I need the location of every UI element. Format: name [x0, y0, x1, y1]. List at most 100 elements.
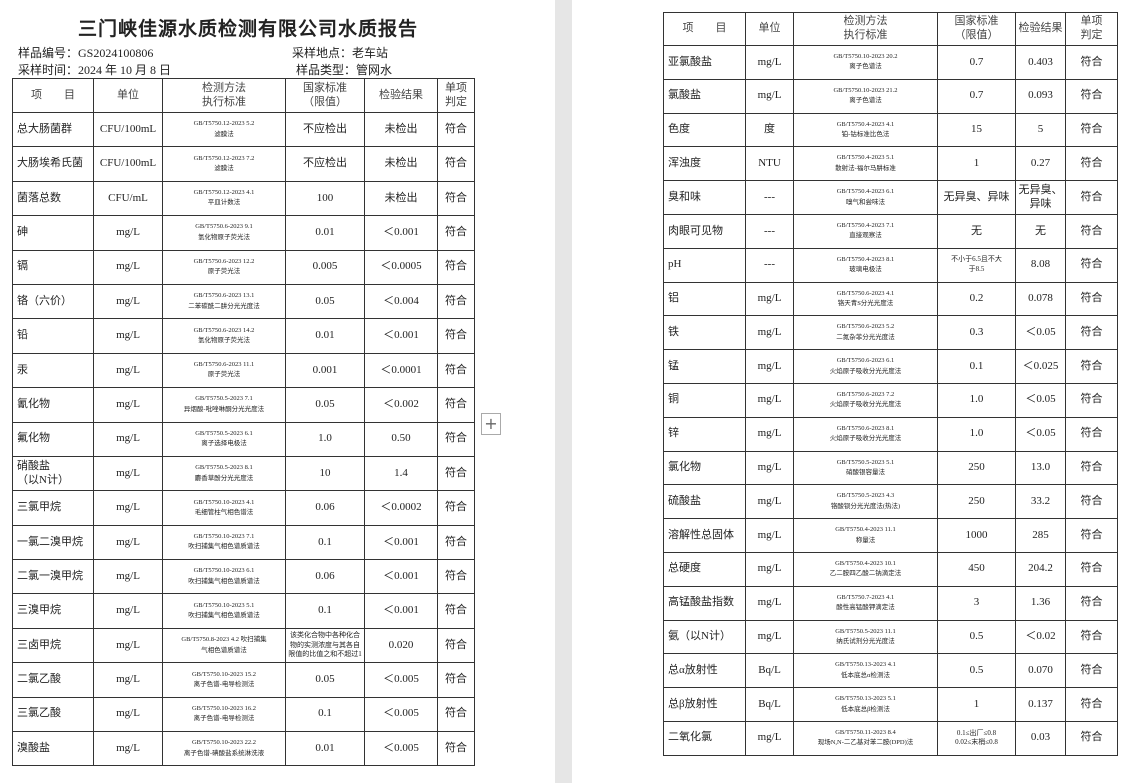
cell-text: 符合	[445, 741, 467, 754]
limit-cell: 不应检出	[285, 111, 365, 148]
cell-text: 二氧化氯	[668, 731, 712, 744]
cell-text: 符合	[445, 501, 467, 514]
cell-line: GB/T5750.4-2023 11.1	[835, 526, 896, 534]
unit-cell: mg/L	[745, 450, 794, 486]
unit-cell: CFU/100mL	[93, 146, 163, 182]
cell-text: 0.06	[315, 569, 335, 582]
cell-text: 0.7	[969, 89, 984, 102]
cell-text: ＜0.001	[383, 604, 419, 617]
verdict-cell: 符合	[437, 215, 475, 251]
verdict-cell: 符合	[437, 180, 475, 217]
result-cell: ＜0.002	[364, 387, 438, 423]
verdict-cell: 符合	[437, 490, 475, 526]
header-cell: 项 目	[663, 12, 746, 46]
method-cell: GB/T5750.5-2023 7.1 异烟酸-吡唑啉酮分光光度法	[162, 387, 286, 423]
verdict-cell: 符合	[1065, 247, 1118, 283]
cell-text: 单位	[758, 22, 781, 35]
cell-line: GB/T5750.6-2023 11.1	[193, 361, 255, 369]
header-cell: 检测方法 执行标准	[793, 12, 938, 46]
item-cell: 三氯甲烷	[12, 490, 94, 526]
result-cell: 0.020	[364, 627, 438, 664]
limit-cell: 0.1≤出厂≤0.8 0.02≤末梢≤0.8	[937, 720, 1016, 756]
unit-cell: mg/L	[745, 484, 794, 520]
cell-text: 0.03	[1030, 731, 1051, 744]
cell-text: 符合	[445, 122, 467, 135]
limit-cell: 0.7	[937, 78, 1016, 114]
result-cell: 13.0	[1015, 450, 1066, 486]
item-cell: 氰化物	[12, 387, 94, 423]
cell-text: 符合	[445, 707, 467, 720]
verdict-cell: 符合	[1065, 146, 1118, 182]
unit-cell: mg/L	[93, 215, 163, 251]
limit-cell: 250	[937, 484, 1016, 520]
method-cell: GB/T5750.6-2023 5.2 二氮杂菲分光光度法	[793, 315, 938, 351]
method-cell: GB/T5750.4-2023 11.1 称量法	[793, 518, 938, 553]
cell-text: 三氯甲烷	[17, 501, 61, 514]
cell-line: 离子色谱-电导检测法	[193, 680, 255, 688]
item-cell: 氯酸盐	[663, 78, 746, 114]
result-cell: ＜0.001	[364, 318, 438, 354]
table-row: 铝 mg/L GB/T5750.6-2023 4.1 铬天青S分光光度法 0.2 0.07…	[663, 281, 1118, 317]
result-cell: ＜0.0002	[364, 490, 438, 526]
cell-line: 玻璃电极法	[849, 266, 882, 274]
method-cell: GB/T5750.6-2023 13.1 二苯碳酰二肼分光光度法	[162, 283, 286, 320]
cell-text: 285	[1032, 528, 1049, 541]
cell-line: 检测方法	[202, 81, 246, 94]
cell-line: 二苯碳酰二肼分光光度法	[188, 302, 260, 310]
cell-text: mg/L	[757, 393, 782, 406]
limit-cell: 3	[937, 585, 1016, 621]
cell-text: 符合	[1080, 55, 1103, 68]
table-row: 三氯乙酸 mg/L GB/T5750.10-2023 16.2 离子色谱-电导检测法 0…	[12, 696, 475, 733]
limit-cell: 1	[937, 146, 1016, 182]
header-cell: 单位	[93, 78, 163, 113]
item-cell: 铜	[663, 382, 746, 418]
cell-line: 乙二胺四乙酸二钠滴定法	[829, 570, 902, 578]
verdict-cell: 符合	[1065, 281, 1118, 317]
unit-cell: 度	[745, 112, 794, 148]
cell-line: GB/T5750.10-2023 21.2	[833, 86, 898, 94]
table-row: 铬（六价） mg/L GB/T5750.6-2023 13.1 二苯碳酰二肼分光光度法…	[12, 283, 475, 320]
method-cell: GB/T5750.12-2023 7.2 滤膜法	[162, 146, 286, 182]
verdict-cell: 符合	[1065, 484, 1118, 520]
unit-cell: mg/L	[93, 731, 163, 767]
cell-text: 1.36	[1030, 596, 1051, 609]
cell-text: 符合	[1080, 562, 1103, 575]
table-row: 总α放射性 Bq/L GB/T5750.13-2023 4.1 低本底总α检测法 0.5…	[663, 653, 1118, 689]
limit-cell: 1000	[937, 518, 1016, 553]
result-cell: ＜0.004	[364, 283, 438, 320]
unit-cell: mg/L	[745, 416, 794, 452]
header-row: 项 目单位 检测方法 执行标准 国家标准 （限值） 检验结果 单项 判定	[12, 78, 475, 113]
item-cell: pH	[663, 247, 746, 283]
cell-text: 该类化合物中各种化合物的实测浓度与其各自限值的比值之和不超过1	[288, 630, 362, 659]
cell-text: 符合	[1080, 427, 1103, 440]
cell-text: 溴酸盐	[17, 741, 50, 754]
add-page-button[interactable]: +	[481, 413, 501, 435]
cell-text: 符合	[445, 397, 467, 410]
cell-text: mg/L	[116, 432, 140, 445]
cell-text: mg/L	[757, 630, 782, 643]
cell-text: 砷	[17, 225, 28, 238]
limit-cell: 450	[937, 551, 1016, 587]
item-cell: 肉眼可见物	[663, 213, 746, 249]
cell-line: 硝酸银容量法	[846, 468, 885, 476]
method-cell: GB/T5750.6-2023 11.1 原子荧光法	[162, 352, 286, 389]
item-cell: 砷	[12, 215, 94, 251]
table-row: 锰 mg/L GB/T5750.6-2023 6.1 火焰原子吸收分光光度法 0.1 ＜0…	[663, 349, 1118, 384]
cell-line: GB/T5750.6-2023 5.2	[836, 323, 895, 331]
cell-text: 总硬度	[668, 562, 701, 575]
limit-cell: 不小于6.5且不大 于8.5	[937, 247, 1016, 283]
cell-text: 0.50	[391, 432, 411, 445]
cell-text: 符合	[445, 157, 467, 170]
item-cell: 亚氯酸盐	[663, 45, 746, 80]
item-cell: 铝	[663, 281, 746, 317]
unit-cell: CFU/100mL	[93, 111, 163, 148]
method-cell: GB/T5750.4-2023 8.1 玻璃电极法	[793, 247, 938, 283]
table-row: 氯化物 mg/L GB/T5750.5-2023 5.1 硝酸银容量法 250 13.0 符…	[663, 450, 1118, 486]
cell-text: ＜0.005	[383, 707, 419, 720]
result-cell: ＜0.001	[364, 215, 438, 251]
limit-cell: 该类化合物中各种化合物的实测浓度与其各自限值的比值之和不超过1	[285, 627, 365, 664]
cell-text: 0.01	[315, 225, 335, 238]
verdict-cell: 符合	[437, 627, 475, 664]
cell-text: 符合	[1080, 596, 1103, 609]
